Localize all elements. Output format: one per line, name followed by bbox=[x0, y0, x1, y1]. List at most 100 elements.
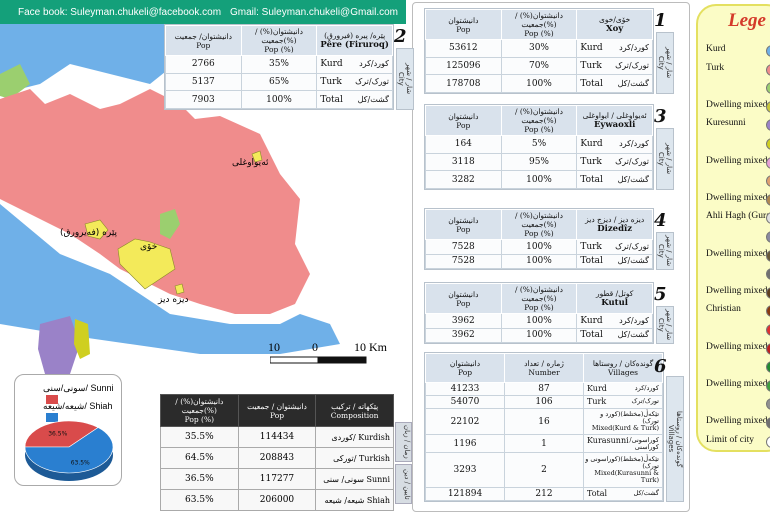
cell-group-en: Total bbox=[580, 256, 603, 267]
cell-group: Turk تورک/ترک bbox=[576, 239, 653, 255]
map-label-eywaoxli: ئەیواوغلی bbox=[232, 158, 269, 168]
cell-composition-en: Shiah bbox=[366, 495, 390, 505]
cell-pct: 100% bbox=[500, 313, 578, 329]
city-table-4: دانیشتوان Pop دانیشتوان(%) / جمعیت(%) Pop (… bbox=[424, 208, 654, 270]
legend-item-swatch bbox=[766, 175, 770, 188]
scale-tick-zero: 0 bbox=[312, 340, 318, 354]
cell-group: Kurd کورد/کرد bbox=[316, 55, 393, 74]
pie-slice-shiah bbox=[24, 427, 114, 474]
table-row: 7903 100% Total گشت/کل bbox=[165, 90, 393, 109]
cell-group-en: Total bbox=[587, 489, 608, 499]
cell-group: Turk تورک/ترک bbox=[576, 152, 653, 172]
cell-group-local: کورد/کرد bbox=[619, 315, 649, 325]
villages-header-number: ژمارە / تعداد Number bbox=[504, 353, 584, 383]
city-table-header-pct: دانیشتوان(%) / جمعیت(%) Pop (%) bbox=[500, 9, 578, 40]
cell-pct: 65% bbox=[240, 72, 318, 92]
cell-pop: 22102 bbox=[425, 407, 505, 436]
cell-pop: 53612 bbox=[425, 39, 502, 58]
cell-group-local: گشت/کل bbox=[617, 256, 649, 266]
cell-group-local: تورک/ترک bbox=[615, 241, 649, 251]
cell-pop: 5137 bbox=[165, 72, 242, 92]
legend-item-label: Christian bbox=[706, 304, 741, 315]
pie-legend-shiah-label: شیعە/شیعه/ Shiah bbox=[43, 401, 113, 411]
cell-pop: 41233 bbox=[425, 381, 505, 396]
legend-item-label: Dwelling mixed ( bbox=[706, 416, 770, 426]
map-region-turk bbox=[0, 89, 310, 314]
legend-item-label: Dwelling mixed ( bbox=[706, 155, 770, 166]
city-table-side-label: شار / شهر City bbox=[656, 306, 674, 344]
map-region-kuresunni bbox=[38, 316, 80, 374]
legend-item-swatch bbox=[766, 63, 770, 76]
cell-group-local: کورد/کرد bbox=[359, 59, 389, 69]
legend-title: Lege bbox=[728, 10, 766, 31]
cell-group: تێکەڵ(مختلط)(کوراسونی و تورک) Mixed(Kuras… bbox=[583, 452, 663, 488]
city-table-header-pop: دانیشتوان Pop bbox=[425, 209, 502, 240]
legend-item-swatch bbox=[766, 342, 770, 355]
cell-group-local: کورد/کرد bbox=[634, 384, 659, 393]
cell-pop: 117277 bbox=[237, 468, 317, 490]
city-table-header-pop: دانیشتوان/ جمعیت Pop bbox=[165, 25, 242, 56]
tables-panel bbox=[412, 2, 690, 512]
pie-legend-shiah-swatch bbox=[46, 413, 58, 423]
city-table-header-name: کوتل/ قطور Kutul bbox=[576, 283, 653, 314]
cell-composition: شیعە/ شیعه Shiah bbox=[315, 489, 394, 511]
cell-pct: 35% bbox=[240, 55, 318, 74]
pie-legend-sunni: سونی/سنی/ Sunni bbox=[43, 383, 121, 405]
cell-pct: 100% bbox=[500, 239, 578, 255]
legend-item-swatch bbox=[766, 268, 770, 281]
cell-pop: 178708 bbox=[425, 74, 502, 93]
comp-header-pct: دانیشتوان(%) / جمعیت(%) Pop (%) bbox=[160, 394, 239, 427]
cell-pop: 3962 bbox=[425, 327, 502, 343]
cell-pop: 3118 bbox=[425, 152, 502, 172]
map-label-dizedize: دیزە دیز bbox=[158, 295, 189, 305]
city-table-header-pct: دانیشتوان(%) / جمعیت(%) Pop (%) bbox=[500, 209, 578, 240]
table-number-3: 3 bbox=[654, 106, 667, 127]
table-row: 178708 100% Total گشت/کل bbox=[425, 74, 653, 93]
legend-item-swatch bbox=[766, 100, 770, 113]
city-table-header-name: خۆی/خوی Xoy bbox=[576, 9, 653, 40]
table-row: 36.5% 117277 سونی/ سنی Sunni bbox=[160, 468, 394, 490]
legend-item-swatch bbox=[766, 193, 770, 206]
table-row: 3962 100% Total گشت/کل bbox=[425, 327, 653, 343]
cell-pop: 114434 bbox=[237, 426, 317, 448]
comp-side-language: زمان / زبان bbox=[395, 422, 412, 462]
city-name-local: پێرە/ پیره (فیرورق) bbox=[324, 31, 386, 40]
cell-pop: 7528 bbox=[425, 239, 502, 255]
legend-item-label: Dwelling mixed ( bbox=[706, 378, 770, 389]
cell-group-local: گشت/کل bbox=[617, 330, 649, 340]
comp-header-composition: پێکهاتە / ترکیب Composition bbox=[315, 394, 394, 427]
pie-legend-shiah: شیعە/شیعه/ Shiah bbox=[43, 401, 121, 423]
cell-composition: کوردی/ Kurdish bbox=[315, 426, 394, 448]
scale-tick-right: 10 Km bbox=[354, 340, 387, 354]
cell-composition-local: کوردی/ bbox=[331, 432, 356, 442]
cell-pct: 95% bbox=[500, 152, 578, 172]
cell-group-local: گشت/کل bbox=[633, 489, 659, 498]
city-table-side-label: شار / شهر City bbox=[396, 48, 414, 110]
city-table-3: دانیشتوان Pop دانیشتوان(%) / جمعیت(%) Pop (… bbox=[424, 104, 654, 190]
table-number-5: 5 bbox=[654, 284, 667, 305]
legend-item-swatch bbox=[766, 324, 770, 336]
city-xoy bbox=[117, 238, 176, 290]
cell-composition: سونی/ سنی Sunni bbox=[315, 468, 394, 490]
legend-item-swatch bbox=[766, 379, 770, 392]
cell-number: 87 bbox=[504, 381, 584, 396]
cell-number: 212 bbox=[504, 486, 584, 502]
cell-pop: 54070 bbox=[425, 394, 505, 409]
table-row: 54070 106 Turk تورک/ترک bbox=[425, 394, 663, 409]
city-name-local: کوتل/ قطور bbox=[595, 289, 634, 298]
city-table-header-pop: دانیشتوان Pop bbox=[425, 283, 502, 314]
city-table-header-pop: دانیشتوان Pop bbox=[425, 9, 502, 40]
legend-item-label: Dwelling mixed ( bbox=[706, 192, 770, 203]
table-row: 3962 100% Kurd کورد/کرد bbox=[425, 313, 653, 329]
cell-group-en: Kurd bbox=[580, 43, 603, 54]
city-table-side-label: شار / شهر City bbox=[656, 128, 674, 190]
city-name-en: Xoy bbox=[606, 24, 624, 34]
map-region-kurd-south bbox=[0, 204, 340, 354]
cell-group-local: گشت/کل bbox=[617, 78, 649, 88]
cell-group-en: Total bbox=[320, 94, 343, 105]
table-row: 22102 16 تێکەڵ(مختلط)(کورد و تورک) Mixed(Ku… bbox=[425, 407, 663, 436]
cell-pop: 1196 bbox=[425, 434, 505, 454]
city-table-header-name: دیزە دیز / دیزج دیز Dizedîz bbox=[576, 209, 653, 240]
cell-group-local: تورک/ترک bbox=[355, 76, 389, 86]
cell-composition-local: تورکی/ bbox=[333, 453, 357, 463]
